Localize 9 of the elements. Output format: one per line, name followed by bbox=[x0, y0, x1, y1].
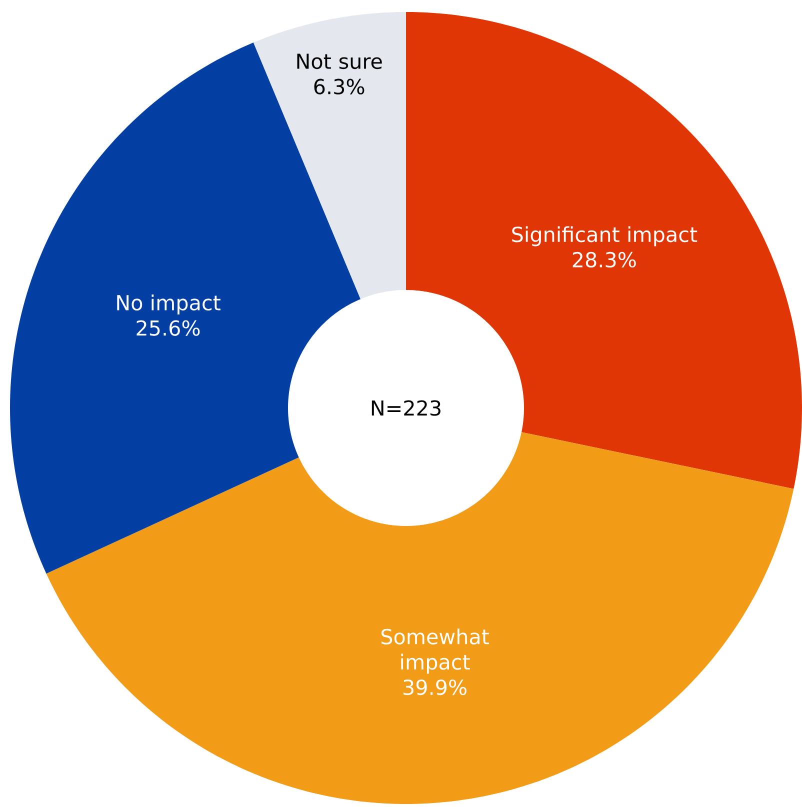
slice-label: No impact bbox=[117, 294, 220, 315]
data-label: 28.3% bbox=[572, 252, 636, 268]
slice-label: Not sure bbox=[297, 54, 382, 70]
data-label: 25.6% bbox=[136, 320, 200, 336]
slice-label: Significant impact bbox=[512, 226, 698, 246]
data-label: 6.3% bbox=[314, 78, 364, 94]
data-label: 39.9% bbox=[404, 679, 466, 696]
slice-label: Somewhat impact bbox=[381, 628, 490, 674]
text: N=223 bbox=[372, 400, 440, 416]
